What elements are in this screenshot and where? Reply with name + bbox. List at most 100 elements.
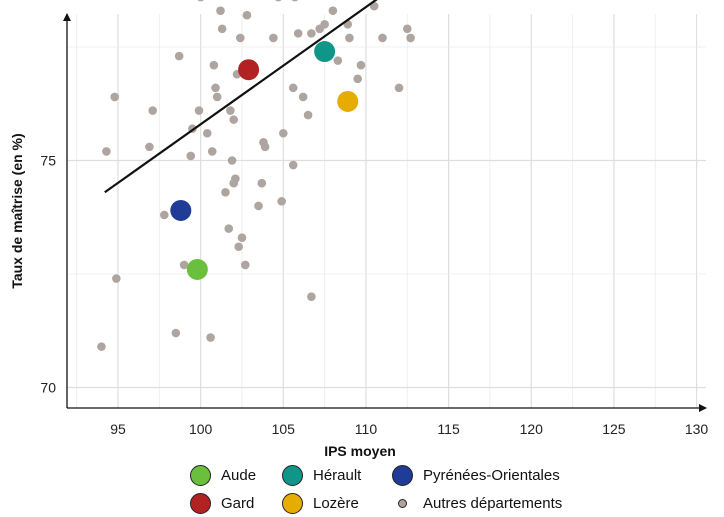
legend-swatch-pyrenees-orientales <box>392 464 413 486</box>
legend-label-gard: Gard <box>221 494 255 512</box>
point-autre-departement <box>236 33 245 43</box>
point-autre-departement <box>333 56 343 65</box>
point-autre-departement <box>148 106 158 115</box>
legend-item-herault: Hérault <box>282 464 392 486</box>
point-autre-departement <box>240 260 250 270</box>
tick-labels: 95100105110115120125130707580 <box>40 153 709 438</box>
point-autre-departement <box>159 210 169 220</box>
point-autre-departement <box>320 20 329 29</box>
point-autre-departement <box>229 115 239 124</box>
point-autre-departement <box>328 6 338 15</box>
legend-swatch-herault <box>282 464 303 486</box>
x-tick-label: 130 <box>685 421 709 437</box>
point-autre-departement <box>174 51 184 61</box>
regression-line <box>104 0 378 194</box>
legend-item-pyrenees-orientales: Pyrénées-Orientales <box>392 464 560 486</box>
point-autre-departement <box>197 0 204 2</box>
legend-label-autres: Autres départements <box>423 494 563 512</box>
point-autre-departement <box>179 260 189 270</box>
scatter-chart: 95100105110115120125130707580 IPS moyen … <box>9 0 709 459</box>
point-autre-departement <box>226 106 235 115</box>
point-autre-departement <box>345 33 354 43</box>
point-autre-departement <box>406 33 415 43</box>
legend-row-2: Gard Lozère Autres départements <box>190 489 630 517</box>
point-autre-departement <box>242 10 252 20</box>
point-aude <box>186 258 208 280</box>
point-autre-departement <box>307 292 316 302</box>
point-autre-departement <box>211 83 220 93</box>
point-autre-departement <box>102 147 111 156</box>
point-autre-departement <box>209 60 219 70</box>
legend: Aude Hérault Pyrénées-Orientales Gard Lo… <box>190 461 630 517</box>
point-autre-departement <box>207 147 217 156</box>
legend-label-pyrenees-orientales: Pyrénées-Orientales <box>423 466 560 484</box>
point-autre-departement <box>231 174 240 183</box>
point-autre-departement <box>186 151 196 161</box>
data-points <box>97 0 415 351</box>
point-autre-departement <box>269 33 278 43</box>
point-autre-departement <box>279 128 288 138</box>
point-autre-departement <box>356 60 366 70</box>
point-autre-departement <box>298 92 308 102</box>
legend-swatch-gard <box>190 492 211 514</box>
point-autre-departement <box>303 110 313 120</box>
legend-item-gard: Gard <box>190 492 282 514</box>
point-autre-departement <box>216 6 225 15</box>
point-lozere <box>337 90 359 112</box>
point-autre-departement <box>254 201 263 211</box>
legend-swatch-autres <box>398 498 407 508</box>
point-autre-departement <box>291 0 299 2</box>
x-tick-label: 120 <box>520 421 544 437</box>
point-autre-departement <box>221 187 230 197</box>
point-autre-departement <box>275 0 282 2</box>
point-autre-departement <box>307 29 316 38</box>
point-autre-departement <box>224 224 234 233</box>
x-axis-title: IPS moyen <box>324 443 396 459</box>
point-herault <box>314 41 336 63</box>
x-tick-label: 105 <box>272 421 296 437</box>
grid <box>67 14 706 408</box>
point-autre-departement <box>402 24 412 34</box>
y-tick-label: 70 <box>40 380 56 396</box>
legend-row-1: Aude Hérault Pyrénées-Orientales <box>190 461 630 489</box>
point-autre-departement <box>234 242 243 252</box>
y-axis-arrow <box>63 13 71 21</box>
point-gard <box>238 59 260 81</box>
legend-label-herault: Hérault <box>313 466 362 484</box>
point-autre-departement <box>110 92 119 102</box>
point-autre-departement <box>212 92 222 102</box>
highlighted-points <box>170 41 359 280</box>
x-tick-label: 100 <box>189 421 213 437</box>
y-axis-title: Taux de maîtrise (en %) <box>9 133 25 288</box>
point-autre-departement <box>206 333 215 342</box>
legend-item-aude: Aude <box>190 464 282 486</box>
point-autre-departement <box>288 83 298 93</box>
legend-item-autres: Autres départements <box>392 495 562 512</box>
x-axis-arrow <box>699 404 707 412</box>
point-autre-departement <box>217 24 227 34</box>
point-autre-departement <box>353 74 362 84</box>
point-autre-departement <box>378 33 387 43</box>
y-tick-label: 75 <box>40 153 56 169</box>
point-autre-departement <box>288 160 298 170</box>
point-autre-departement <box>237 233 247 242</box>
legend-item-lozere: Lozère <box>282 492 392 514</box>
point-autre-departement <box>145 142 154 152</box>
x-tick-label: 125 <box>602 421 626 437</box>
legend-label-aude: Aude <box>221 466 257 484</box>
point-autre-departement <box>293 29 303 38</box>
point-pyrenees-orientales <box>170 199 192 221</box>
legend-label-lozere: Lozère <box>313 494 359 512</box>
point-autre-departement <box>202 128 212 138</box>
point-autre-departement <box>227 156 237 165</box>
point-autre-departement <box>194 106 204 115</box>
point-autre-departement <box>97 342 106 351</box>
point-autre-departement <box>171 328 181 338</box>
point-autre-departement <box>277 197 286 206</box>
point-autre-departement <box>257 178 267 188</box>
axes <box>63 13 707 412</box>
point-autre-departement <box>260 142 270 152</box>
point-autre-departement <box>394 83 404 93</box>
x-tick-label: 115 <box>437 421 460 437</box>
legend-swatch-lozere <box>282 492 303 514</box>
